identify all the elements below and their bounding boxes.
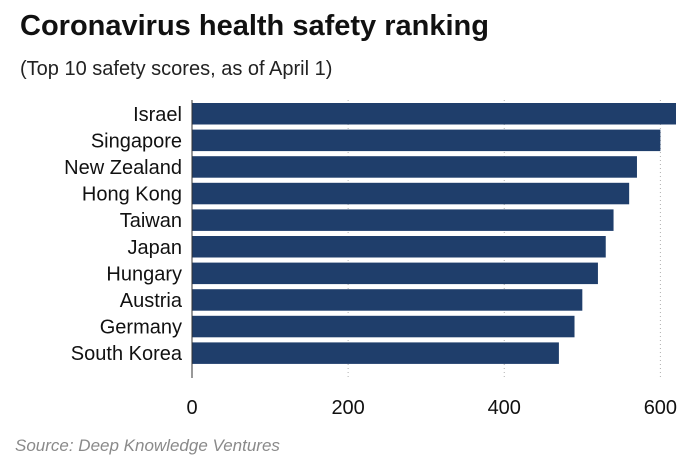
chart-source: Source: Deep Knowledge Ventures [15,436,280,455]
bar-singapore [192,129,661,152]
bars [192,103,676,364]
bar-austria [192,289,583,311]
category-label: Japan [128,237,183,259]
category-label: Taiwan [120,210,182,232]
category-label: Singapore [91,130,182,152]
chart-subtitle: (Top 10 safety scores, as of April 1) [20,58,333,80]
category-label: Germany [100,317,182,339]
x-tick-label: 200 [331,397,364,419]
x-tick-label: 600 [644,397,677,419]
category-label: Israel [133,104,182,126]
bar-hong-kong [192,182,630,205]
chart-title: Coronavirus health safety ranking [20,10,489,42]
bar-south-korea [192,342,559,364]
bar-japan [192,236,606,258]
category-label: Hong Kong [82,184,182,206]
category-label: New Zealand [64,157,182,179]
category-label: Austria [120,290,183,312]
category-label: Hungary [106,263,182,285]
bar-germany [192,315,575,338]
bar-new-zealand [192,156,637,178]
x-tick-label: 400 [488,397,521,419]
bar-hungary [192,262,598,285]
x-tick-label: 0 [186,397,197,419]
bar-israel [192,103,676,125]
x-axis-ticks: 0 200 400 600 [186,397,677,419]
category-labels: Israel Singapore New Zealand Hong Kong Taiwa… [64,104,183,365]
category-label: South Korea [71,343,183,365]
bar-taiwan [192,209,614,231]
